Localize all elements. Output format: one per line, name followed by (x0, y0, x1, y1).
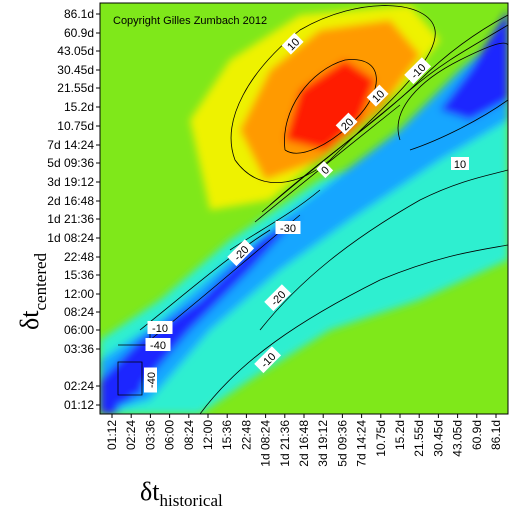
x-tick-label: 7d 14:24 (355, 420, 369, 467)
svg-text:-40: -40 (150, 340, 166, 352)
x-tick-label: 01:12 (105, 420, 119, 450)
x-tick-label: 43.05d (451, 420, 465, 457)
x-tick-label: 1d 21:36 (278, 420, 292, 467)
contour-label: 0 (316, 161, 334, 179)
x-tick-label: 15:36 (220, 420, 234, 450)
y-tick-label: 10.75d (57, 119, 94, 133)
x-tick-label: 86.1d (489, 420, 503, 450)
y-tick-label: 15.2d (64, 100, 94, 114)
svg-text:-40: -40 (146, 372, 158, 388)
contour-label: -10 (147, 321, 173, 335)
contour-label: 10 (451, 157, 469, 171)
copyright-text: Copyright Gilles Zumbach 2012 (113, 15, 267, 27)
x-tick-label: 22:48 (239, 420, 253, 450)
contour-line (259, 169, 508, 331)
y-tick-label: 1d 08:24 (47, 231, 94, 245)
y-tick-label: 22:48 (64, 250, 94, 264)
y-axis: 01:12 02:24 03:36 06:00 08:24 12:00 15:36 22:48… (47, 7, 100, 412)
y-tick-label: 86.1d (64, 7, 94, 21)
x-axis-subscript: historical (159, 491, 223, 510)
contour-line (397, 42, 508, 141)
x-tick-label: 10.75d (374, 420, 388, 457)
y-axis-label: δtcentered (15, 252, 50, 330)
contour-line (284, 59, 377, 154)
y-tick-label: 30.45d (57, 63, 94, 77)
y-axis-subscript: centered (31, 252, 50, 310)
y-tick-label: 1d 21:36 (47, 212, 94, 226)
y-tick-label: 5d 09:36 (47, 156, 94, 170)
svg-text:δthistorical: δthistorical (140, 477, 223, 510)
y-tick-label: 43.05d (57, 44, 94, 58)
contour-line (261, 24, 508, 213)
svg-text:-10: -10 (152, 323, 168, 335)
contour-label: -40 (145, 338, 171, 352)
contour-line (199, 244, 508, 414)
heatmap-region (118, 362, 142, 395)
x-tick-label: 02:24 (124, 420, 138, 450)
contour-line (229, 189, 321, 251)
x-tick-label: 12:00 (201, 420, 215, 450)
heatmap-region (100, 395, 118, 414)
contour-line (230, 5, 436, 183)
x-tick-label: 2d 16:48 (297, 420, 311, 467)
x-tick-label: 15.2d (393, 420, 407, 450)
x-tick-label: 1d 08:24 (259, 420, 273, 467)
x-tick-label: 21.55d (412, 420, 426, 457)
x-axis-symbol: δt (140, 477, 160, 506)
contour-label: -40 (144, 367, 158, 393)
y-tick-label: 03:36 (64, 342, 94, 356)
svg-text:δtcentered: δtcentered (15, 252, 50, 330)
y-tick-label: 60.9d (64, 26, 94, 40)
y-tick-label: 3d 19:12 (47, 175, 94, 189)
contour-line (117, 361, 143, 396)
y-tick-label: 12:00 (64, 287, 94, 301)
x-axis: 01:12 02:24 03:36 06:00 08:24 12:00 15:36 22:48… (105, 414, 503, 467)
y-axis-symbol: δt (15, 310, 44, 330)
y-tick-label: 7d 14:24 (47, 138, 94, 152)
x-axis-label: δthistorical (140, 477, 223, 510)
contour-line (139, 229, 271, 331)
svg-text:-30: -30 (280, 223, 296, 235)
heatmap-region (100, 215, 300, 414)
y-tick-label: 06:00 (64, 323, 94, 337)
heatmap-region (440, 10, 508, 120)
x-tick-label: 60.9d (470, 420, 484, 450)
x-tick-label: 06:00 (163, 420, 177, 450)
x-tick-label: 08:24 (182, 420, 196, 450)
y-tick-label: 15:36 (64, 268, 94, 282)
y-tick-label: 08:24 (64, 305, 94, 319)
heatmap-region (285, 60, 375, 150)
contour-label: -30 (275, 221, 301, 235)
x-tick-label: 5d 09:36 (335, 420, 349, 467)
y-tick-label: 21.55d (57, 81, 94, 95)
x-tick-label: 03:36 (143, 420, 157, 450)
contour-line (269, 14, 508, 206)
svg-text:10: 10 (454, 159, 466, 171)
y-tick-label: 2d 16:48 (47, 194, 94, 208)
y-tick-label: 01:12 (64, 398, 94, 412)
contour-line (409, 99, 508, 151)
x-tick-label: 30.45d (431, 420, 445, 457)
y-tick-label: 02:24 (64, 379, 94, 393)
x-tick-label: 3d 19:12 (316, 420, 330, 467)
